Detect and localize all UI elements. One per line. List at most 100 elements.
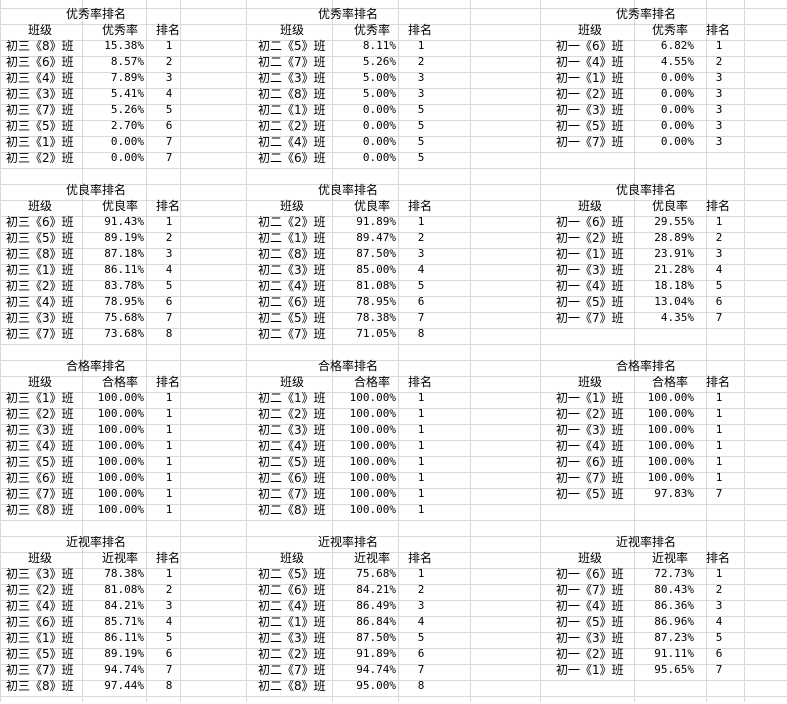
class-name-cell: 初三《1》班: [6, 135, 74, 149]
rank-cell: 3: [417, 87, 425, 100]
class-name-cell: 初二《4》班: [258, 279, 326, 293]
table-row: 初二《7》班 100.00% 1: [258, 486, 443, 502]
table-row: 初三《2》班 0.00% 7: [6, 150, 191, 166]
grid-column-line: [82, 0, 83, 702]
table-row: 初一《2》班 0.00% 3: [556, 86, 741, 102]
table-row: 初二《2》班 0.00% 5: [258, 118, 443, 134]
rate-value-cell: 71.05%: [356, 327, 396, 340]
rate-value-cell: 0.00%: [660, 119, 694, 132]
class-name-cell: 初二《1》班: [258, 103, 326, 117]
grid-column-line: [706, 0, 707, 702]
table-row: 初一《4》班 86.36% 3: [556, 598, 741, 614]
class-name-cell: 初一《7》班: [556, 471, 624, 485]
class-name-cell: 初一《1》班: [556, 247, 624, 261]
header-metric: 合格率: [652, 375, 689, 389]
rank-cell: 6: [417, 647, 425, 660]
rate-value-cell: 85.00%: [356, 263, 396, 276]
class-name-cell: 初二《6》班: [258, 471, 326, 485]
class-name-cell: 初二《3》班: [258, 631, 326, 645]
table-row: 初三《2》班 83.78% 5: [6, 278, 191, 294]
rate-value-cell: 100.00%: [647, 423, 694, 436]
table-row: 初二《2》班 91.89% 6: [258, 646, 443, 662]
rank-cell: 1: [715, 567, 723, 580]
class-name-cell: 初二《8》班: [258, 679, 326, 693]
class-name-cell: 初三《5》班: [6, 455, 74, 469]
class-name-cell: 初一《3》班: [556, 103, 624, 117]
table-row: 初三《7》班 100.00% 1: [6, 486, 191, 502]
rank-cell: 5: [165, 279, 173, 292]
class-name-cell: 初一《6》班: [556, 567, 624, 581]
table-row: 初一《1》班 0.00% 3: [556, 70, 741, 86]
table-row: 初三《5》班 2.70% 6: [6, 118, 191, 134]
header-class: 班级: [280, 375, 305, 389]
rank-cell: 5: [417, 135, 425, 148]
class-name-cell: 初二《6》班: [258, 295, 326, 309]
table-row: 初三《8》班 15.38% 1: [6, 38, 191, 54]
rate-value-cell: 18.18%: [654, 279, 694, 292]
class-name-cell: 初一《1》班: [556, 391, 624, 405]
table-row: 初二《1》班 0.00% 5: [258, 102, 443, 118]
rate-value-cell: 84.21%: [104, 599, 144, 612]
class-name-cell: 初三《8》班: [6, 247, 74, 261]
header-rank: 排名: [408, 551, 433, 565]
ranking-title: 合格率排名: [65, 359, 126, 373]
class-name-cell: 初三《1》班: [6, 631, 74, 645]
rank-cell: 8: [417, 327, 425, 340]
ranking-block: 合格率排名 班级 合格率 排名 初二《1》班 100.00% 1 初二《2》班 100.00% 1…: [258, 358, 443, 528]
class-name-cell: 初三《5》班: [6, 647, 74, 661]
class-name-cell: 初三《6》班: [6, 615, 74, 629]
ranking-title: 优良率排名: [615, 183, 676, 197]
table-row: 初一《4》班 4.55% 2: [556, 54, 741, 70]
rank-cell: 5: [417, 631, 425, 644]
rate-value-cell: 100.00%: [349, 455, 396, 468]
header-class: 班级: [578, 23, 603, 37]
table-row: 初二《8》班 95.00% 8: [258, 678, 443, 694]
header-rank: 排名: [408, 199, 433, 213]
rate-value-cell: 100.00%: [349, 423, 396, 436]
rate-value-cell: 100.00%: [647, 439, 694, 452]
ranking-block: 合格率排名 班级 合格率 排名 初三《1》班 100.00% 1 初三《2》班 100.00% 1…: [6, 358, 191, 528]
rate-value-cell: 0.00%: [660, 103, 694, 116]
class-name-cell: 初二《3》班: [258, 71, 326, 85]
table-row: 初三《1》班 86.11% 5: [6, 630, 191, 646]
table-row: 初一《2》班 91.11% 6: [556, 646, 741, 662]
rank-cell: 8: [417, 679, 425, 692]
rank-cell: 1: [165, 215, 173, 228]
class-name-cell: 初二《3》班: [258, 263, 326, 277]
ranking-title: 优秀率排名: [65, 7, 126, 21]
rank-cell: 1: [417, 487, 425, 500]
rate-value-cell: 75.68%: [104, 311, 144, 324]
rank-cell: 2: [715, 55, 723, 68]
table-row: 初三《8》班 97.44% 8: [6, 678, 191, 694]
header-rank: 排名: [156, 199, 181, 213]
table-row: 初一《6》班 100.00% 1: [556, 454, 741, 470]
rate-value-cell: 5.00%: [362, 71, 396, 84]
rate-value-cell: 75.68%: [356, 567, 396, 580]
rank-cell: 6: [165, 295, 173, 308]
class-name-cell: 初二《7》班: [258, 663, 326, 677]
rank-cell: 7: [715, 311, 723, 324]
class-name-cell: 初三《2》班: [6, 151, 74, 165]
table-row: 初三《2》班 81.08% 2: [6, 582, 191, 598]
rank-cell: 1: [165, 407, 173, 420]
table-row: 初二《1》班 89.47% 2: [258, 230, 443, 246]
class-name-cell: 初二《7》班: [258, 487, 326, 501]
table-row: 初一《7》班 4.35% 7: [556, 310, 741, 326]
class-name-cell: 初一《1》班: [556, 663, 624, 677]
grid-column-line: [398, 0, 399, 702]
rate-value-cell: 13.04%: [654, 295, 694, 308]
class-name-cell: 初三《4》班: [6, 295, 74, 309]
table-row: 初三《6》班 85.71% 4: [6, 614, 191, 630]
header-class: 班级: [280, 23, 305, 37]
table-row: 初一《4》班 18.18% 5: [556, 278, 741, 294]
rate-value-cell: 8.57%: [110, 55, 144, 68]
table-row: 初二《5》班 78.38% 7: [258, 310, 443, 326]
class-name-cell: 初三《3》班: [6, 423, 74, 437]
ranking-block: 合格率排名 班级 合格率 排名 初一《1》班 100.00% 1 初一《2》班 100.00% 1…: [556, 358, 741, 528]
header-class: 班级: [578, 551, 603, 565]
rank-cell: 2: [165, 55, 173, 68]
rank-cell: 3: [715, 599, 723, 612]
table-row: 初一《3》班 100.00% 1: [556, 422, 741, 438]
rate-value-cell: 87.23%: [654, 631, 694, 644]
